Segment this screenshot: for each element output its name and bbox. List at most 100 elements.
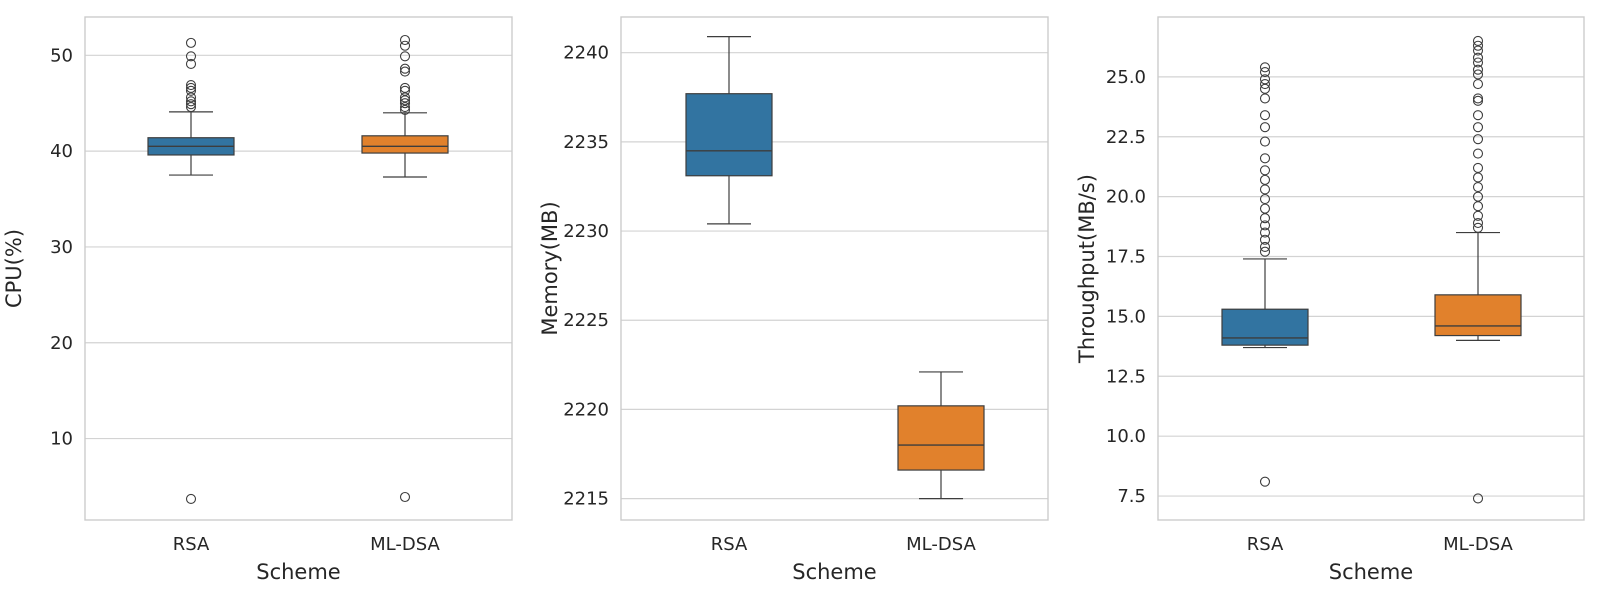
y-tick-label: 15.0	[1106, 306, 1146, 327]
outlier-point	[1472, 69, 1484, 80]
y-tick-label: 12.5	[1106, 366, 1146, 387]
outlier-point	[1472, 35, 1484, 47]
x-axis-label: Scheme	[792, 560, 876, 584]
y-tick-label: 40	[50, 141, 73, 162]
x-tick-label: RSA	[711, 534, 748, 555]
y-tick-label: 30	[50, 237, 73, 258]
outlier-point	[1259, 67, 1271, 78]
outlier-point	[1472, 95, 1484, 106]
y-tick-label: 20	[50, 333, 73, 354]
x-tick-label: ML-DSA	[370, 534, 440, 555]
iqr-box	[361, 135, 449, 154]
outlier-point	[1259, 213, 1271, 224]
outlier-point	[1472, 172, 1484, 183]
y-tick-label: 2240	[563, 43, 609, 64]
box-ml-dsa	[897, 371, 985, 500]
y-tick-label: 17.5	[1106, 247, 1146, 268]
outlier-point	[185, 58, 197, 69]
outlier-point	[1472, 182, 1484, 193]
outlier-point	[1259, 476, 1271, 487]
y-axis-label: Memory(MB)	[538, 201, 562, 335]
y-tick-label: 50	[50, 45, 73, 66]
outlier-point	[1259, 74, 1271, 85]
panel-3: 7.5 10.0 12.5 15.0 17.5 20.0 22.5 25.0 RSA ML-DSA…	[1075, 16, 1585, 584]
outlier-point	[399, 92, 411, 103]
outlier-point	[1472, 222, 1484, 233]
outlier-point	[185, 51, 197, 62]
outlier-point	[399, 85, 411, 96]
outlier-point	[185, 96, 197, 107]
box-ml-dsa	[1434, 35, 1522, 504]
outlier-point	[1259, 122, 1271, 133]
outlier-point	[1259, 174, 1271, 185]
outlier-point	[1472, 122, 1484, 133]
y-tick-label: 7.5	[1117, 486, 1146, 507]
outlier-point	[399, 102, 411, 113]
y-tick-label: 2225	[563, 310, 609, 331]
outlier-point	[1259, 62, 1271, 73]
plot-frame	[1157, 16, 1585, 521]
iqr-box	[685, 93, 773, 177]
outlier-point	[1259, 220, 1271, 231]
y-tick-label: 2215	[563, 489, 609, 510]
outlier-point	[399, 82, 411, 93]
outlier-point	[399, 63, 411, 74]
outlier-point	[399, 98, 411, 109]
outlier-point	[399, 95, 411, 106]
outlier-point	[1259, 165, 1271, 176]
outlier-point	[1259, 227, 1271, 238]
outlier-point	[1472, 201, 1484, 212]
plot-frame	[84, 16, 513, 521]
outlier-point	[185, 99, 197, 110]
outlier-point	[1472, 162, 1484, 173]
outlier-point	[1259, 246, 1271, 257]
outlier-point	[399, 104, 411, 115]
x-tick-label: ML-DSA	[1443, 534, 1513, 555]
outlier-point	[1472, 217, 1484, 229]
outlier-point	[1472, 191, 1484, 202]
box-rsa	[1221, 62, 1309, 487]
outlier-point	[399, 491, 411, 503]
outlier-point	[1259, 93, 1271, 104]
outlier-point	[399, 40, 411, 51]
x-tick-label: RSA	[1247, 534, 1284, 555]
y-tick-label: 2220	[563, 399, 609, 420]
iqr-box	[1221, 308, 1309, 346]
outlier-point	[1259, 241, 1271, 252]
outlier-point	[185, 82, 197, 93]
box-rsa	[685, 36, 773, 225]
outlier-point	[1472, 493, 1484, 504]
y-tick-label: 22.5	[1106, 127, 1146, 148]
outlier-point	[1259, 136, 1271, 147]
plot-frame	[620, 16, 1049, 521]
y-tick-label: 20.0	[1106, 187, 1146, 208]
panel-2: 2215 2220 2225 2230 2235 2240 RSA ML-DSA Scheme M…	[538, 16, 1049, 584]
outlier-point	[185, 92, 197, 103]
outlier-point	[185, 37, 197, 48]
outlier-point	[1472, 134, 1484, 145]
iqr-box	[1434, 294, 1522, 337]
outlier-point	[1472, 57, 1484, 68]
outlier-point	[1472, 148, 1484, 159]
outlier-point	[1259, 193, 1271, 205]
outlier-point	[1472, 110, 1484, 121]
outlier-point	[1472, 210, 1484, 221]
y-tick-label: 25.0	[1106, 67, 1146, 88]
panel-1: 10 20 30 40 50 RSA ML-DSA Scheme CPU(%)	[2, 16, 513, 584]
outlier-point	[1259, 153, 1271, 164]
outlier-point	[185, 493, 197, 504]
outlier-point	[1472, 52, 1484, 63]
outlier-point	[1259, 203, 1271, 214]
outlier-point	[1259, 234, 1271, 245]
outlier-point	[1259, 83, 1271, 94]
y-axis-label: Throughput(MB/s)	[1075, 174, 1099, 364]
outlier-point	[1259, 110, 1271, 121]
outlier-point	[399, 34, 411, 46]
outlier-point	[399, 51, 411, 62]
x-tick-label: ML-DSA	[906, 534, 976, 555]
outlier-point	[1472, 40, 1484, 51]
y-tick-label: 10.0	[1106, 426, 1146, 447]
y-tick-label: 2235	[563, 132, 609, 153]
